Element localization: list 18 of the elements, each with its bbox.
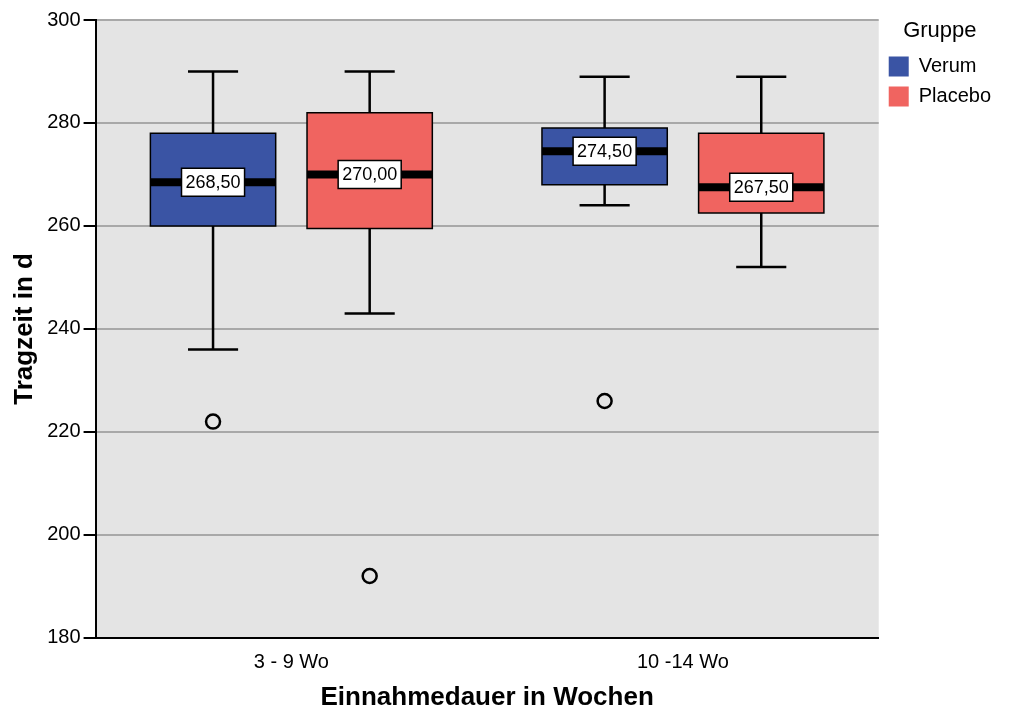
legend-title: Gruppe xyxy=(903,17,977,43)
x-tick-label: 10 -14 Wo xyxy=(636,650,729,673)
y-tick-label: 220 xyxy=(47,419,81,442)
text: 267,50 xyxy=(733,177,789,198)
x-tick-label: 3 - 9 Wo xyxy=(253,650,329,673)
text: 274,50 xyxy=(577,141,633,162)
legend-label: Verum xyxy=(918,53,977,76)
text: 268,50 xyxy=(185,172,241,193)
y-tick-label: 300 xyxy=(47,7,81,30)
y-axis-title: Tragzeit in d xyxy=(7,253,38,405)
x-axis-title: Einnahmedauer in Wochen xyxy=(320,680,654,711)
y-tick-label: 180 xyxy=(47,625,81,648)
text: 270,00 xyxy=(342,164,398,185)
y-tick-label: 240 xyxy=(47,316,81,339)
y-tick-label: 260 xyxy=(47,213,81,236)
legend-label: Placebo xyxy=(918,83,992,106)
y-tick-label: 280 xyxy=(47,110,81,133)
y-tick-label: 200 xyxy=(47,522,81,545)
